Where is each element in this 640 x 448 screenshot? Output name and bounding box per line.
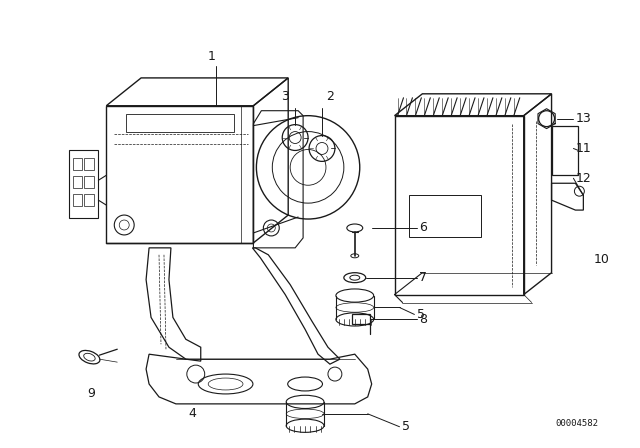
Text: 11: 11 bbox=[575, 142, 591, 155]
Bar bbox=[352, 314, 370, 324]
Bar bbox=[106, 106, 253, 243]
Bar bbox=[68, 151, 99, 218]
Text: 10: 10 bbox=[593, 253, 609, 266]
Bar bbox=[126, 114, 234, 132]
Text: 4: 4 bbox=[189, 407, 196, 420]
Bar bbox=[84, 177, 95, 188]
Text: 00004582: 00004582 bbox=[556, 419, 598, 428]
Text: 5: 5 bbox=[403, 420, 410, 433]
Text: 1: 1 bbox=[208, 50, 216, 63]
Text: 12: 12 bbox=[575, 172, 591, 185]
Text: 13: 13 bbox=[575, 112, 591, 125]
Text: 6: 6 bbox=[419, 221, 428, 234]
Text: 8: 8 bbox=[419, 313, 428, 326]
Text: 9: 9 bbox=[88, 388, 95, 401]
Bar bbox=[84, 159, 95, 170]
Bar bbox=[72, 177, 83, 188]
Bar bbox=[410, 195, 481, 237]
Bar bbox=[84, 194, 95, 206]
Bar bbox=[394, 116, 524, 294]
Text: 2: 2 bbox=[326, 90, 334, 103]
Text: 5: 5 bbox=[417, 308, 426, 321]
Bar bbox=[72, 194, 83, 206]
Text: 3: 3 bbox=[282, 90, 289, 103]
Text: 7: 7 bbox=[419, 271, 428, 284]
Bar bbox=[72, 159, 83, 170]
